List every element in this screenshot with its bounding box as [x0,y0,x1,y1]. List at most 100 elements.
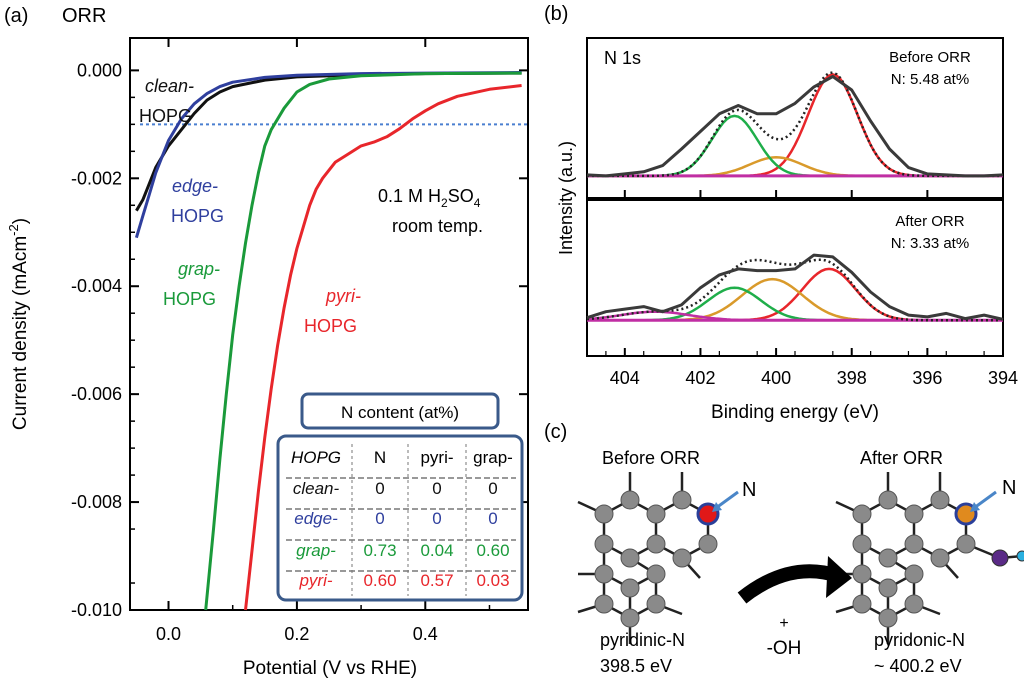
b-x-tick-label-1: 402 [685,368,715,388]
b-x-axis-label: Binding energy (eV) [711,402,879,423]
y-tick-label-2: -0.004 [71,276,122,296]
carbon-atom [594,534,614,554]
carbon-atom [646,564,666,584]
table-grid [286,444,516,596]
table-header-3: grap- [473,448,513,467]
label-clean-hopg-prefix: clean- [145,76,194,96]
panel-a-title: ORR [62,5,106,27]
curve-pyri-hopg [244,84,522,611]
hydrogen-atom [1016,550,1024,562]
carbon-atom [672,548,692,568]
b-x-tick-label-2: 400 [761,368,791,388]
carbon-atom [852,504,872,524]
table-cell-grap-1: 0.73 [363,541,396,560]
before-annotation-content: N: 5.48 at% [891,71,969,88]
carbon-atom [698,534,718,554]
b-x-tick-label-5: 394 [988,368,1018,388]
table-cell-clean-3: 0 [488,479,497,498]
x-axis-label: Potential (V vs RHE) [243,658,417,679]
y-tick-label-5: -0.010 [71,600,122,620]
y-tick-label-3: -0.006 [71,384,122,404]
table-cell-clean-0: clean- [293,479,340,498]
table-cell-edge-1: 0 [375,509,384,528]
carbon-atom [930,490,950,510]
plus-sign: + [779,615,788,632]
n-pointer-arrowhead [712,502,722,512]
reaction-arrow-head [826,556,852,598]
carbon-atom [594,594,614,614]
table-header-0: HOPG [291,448,341,467]
panel-c-label: (c) [544,421,567,443]
plot-b-before [586,71,1004,178]
before-annotation-title: Before ORR [889,49,971,66]
carbon-atom [594,564,614,584]
carbon-atom [930,548,950,568]
carbon-atom [852,534,872,554]
x-tick-label-1: 0.2 [284,624,309,644]
after-annotation-title: After ORR [895,213,964,230]
carbon-atom [852,594,872,614]
hydroxyl-label: -OH [767,638,802,659]
n-label-after: N [1002,477,1016,499]
b-y-axis-label: Intensity (a.u.) [556,141,576,255]
carbon-atom [956,534,976,554]
raw-spectrum [586,253,1004,321]
after-orr-title: After ORR [860,448,943,468]
table-title-box [300,392,500,430]
carbon-atom [620,608,640,628]
table-cell-edge-2: 0 [432,509,441,528]
region-label: N 1s [604,48,641,68]
pyridinic-n-structure [577,472,739,644]
plot-a-curves [134,71,522,611]
table-cell-grap-2: 0.04 [420,541,453,560]
label-clean-hopg-name: HOPG [139,106,192,126]
plot-a-ticks: 0.0 0.2 0.4 0.000 -0.002 -0.004 -0.006 -0.008 -0… [71,38,528,644]
plot-b-top-frame [586,37,1004,199]
electrolyte-label: 0.1 M H2SO4 [378,186,481,210]
carbon-atom [878,490,898,510]
panel-a: (a) ORR 0.0 0.2 0.4 0.000 -0.002 -0.004 -0.006… [4,5,529,679]
n-pointer-arrow [973,490,997,510]
carbon-atom [672,490,692,510]
b-x-tick-label-4: 396 [912,368,942,388]
curve-edge-hopg [134,71,522,239]
table-cell-pyri-0: pyri- [298,571,332,590]
temperature-label: room temp. [392,216,483,236]
carbon-atom [646,504,666,524]
label-grap-hopg-prefix: grap- [178,259,220,279]
after-annotation-content: N: 3.33 at% [891,235,969,252]
carbon-atom [878,608,898,628]
carbon-atom [620,490,640,510]
label-edge-hopg-name: HOPG [171,206,224,226]
table-cell-pyri-2: 0.57 [420,571,453,590]
label-grap-hopg-name: HOPG [163,289,216,309]
carbon-atom [620,578,640,598]
carbon-atom [852,564,872,584]
carbon-atom [878,548,898,568]
carbon-atom [878,578,898,598]
n-pointer-arrowhead [970,502,980,512]
carbon-atom [594,504,614,524]
panel-c: (c) Before ORR After ORR N N + -OH pyrid… [544,421,1024,676]
carbon-atom [646,534,666,554]
pyridinic-n-name: pyridinic-N [600,630,685,650]
table-cell-edge-0: edge- [294,509,338,528]
before-orr-title: Before ORR [602,448,700,468]
plot-b-ticks: 404 402 400 398 396 394 [605,190,1018,388]
reaction-arrow-shaft [737,564,841,604]
table-title: N content (at%) [341,403,459,422]
table-cell-edge-3: 0 [488,509,497,528]
y-tick-label-0: 0.000 [77,60,122,80]
panel-a-label: (a) [4,5,28,27]
carbon-atom [904,504,924,524]
table-header-2: pyri- [420,448,453,467]
plot-b-after [586,253,1004,322]
table-cell-grap-0: grap- [296,541,336,560]
n-label-before: N [742,479,756,501]
raw-spectrum [586,75,1004,178]
pyridinic-n-energy: 398.5 eV [600,656,672,676]
carbon-atom [904,564,924,584]
